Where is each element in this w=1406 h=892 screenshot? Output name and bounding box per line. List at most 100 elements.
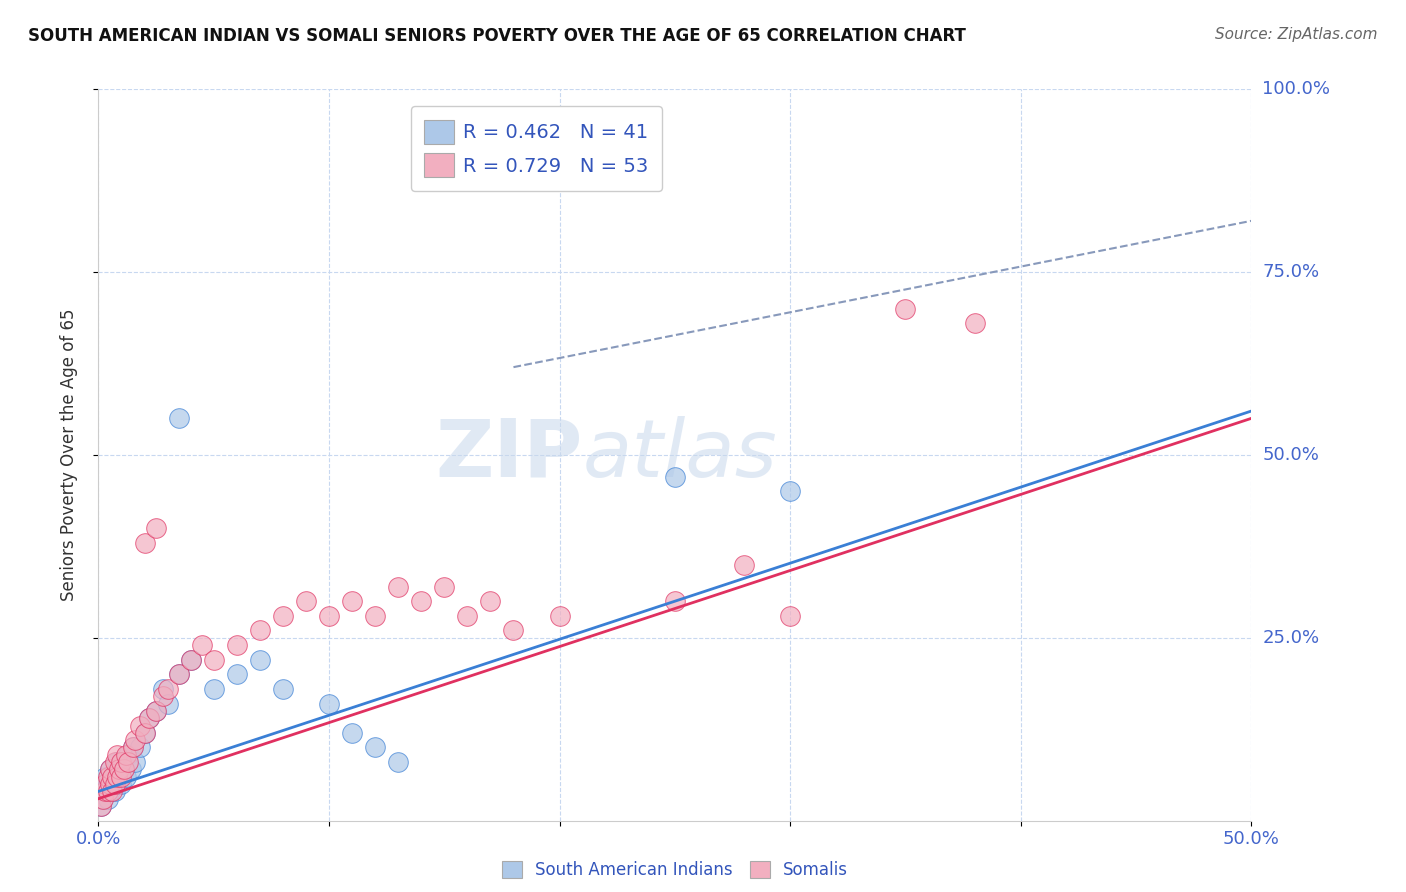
Point	[124, 755, 146, 769]
Text: atlas: atlas	[582, 416, 778, 494]
Point	[101, 770, 124, 784]
Point	[779, 608, 801, 623]
Point	[122, 740, 145, 755]
Point	[180, 653, 202, 667]
Point	[138, 711, 160, 725]
Point	[115, 747, 138, 762]
Point	[249, 624, 271, 638]
Point	[387, 580, 409, 594]
Point	[191, 638, 214, 652]
Point	[340, 594, 363, 608]
Point	[98, 763, 121, 777]
Point	[433, 580, 456, 594]
Point	[152, 681, 174, 696]
Text: 75.0%: 75.0%	[1263, 263, 1320, 281]
Point	[105, 770, 128, 784]
Point	[91, 791, 114, 805]
Point	[318, 697, 340, 711]
Text: 25.0%: 25.0%	[1263, 629, 1320, 647]
Point	[98, 784, 121, 798]
Point	[340, 726, 363, 740]
Text: 50.0%: 50.0%	[1263, 446, 1319, 464]
Point	[105, 747, 128, 762]
Point	[129, 740, 152, 755]
Point	[167, 667, 190, 681]
Y-axis label: Seniors Poverty Over the Age of 65: Seniors Poverty Over the Age of 65	[59, 309, 77, 601]
Point	[91, 791, 114, 805]
Point	[167, 667, 190, 681]
Point	[145, 704, 167, 718]
Point	[664, 470, 686, 484]
Point	[110, 777, 132, 791]
Point	[94, 770, 117, 784]
Point	[108, 770, 131, 784]
Point	[97, 777, 120, 791]
Point	[117, 755, 139, 769]
Point	[779, 484, 801, 499]
Point	[548, 608, 571, 623]
Point	[411, 594, 433, 608]
Point	[110, 770, 132, 784]
Point	[124, 733, 146, 747]
Point	[105, 755, 128, 769]
Point	[103, 784, 125, 798]
Point	[94, 784, 117, 798]
Point	[110, 755, 132, 769]
Point	[225, 638, 247, 652]
Point	[894, 301, 917, 316]
Point	[152, 690, 174, 704]
Text: SOUTH AMERICAN INDIAN VS SOMALI SENIORS POVERTY OVER THE AGE OF 65 CORRELATION C: SOUTH AMERICAN INDIAN VS SOMALI SENIORS …	[28, 27, 966, 45]
Point	[202, 653, 225, 667]
Point	[249, 653, 271, 667]
Point	[138, 711, 160, 725]
Point	[456, 608, 478, 623]
Point	[364, 608, 387, 623]
Point	[101, 777, 124, 791]
Point	[103, 770, 125, 784]
Point	[202, 681, 225, 696]
Point	[115, 770, 138, 784]
Text: Source: ZipAtlas.com: Source: ZipAtlas.com	[1215, 27, 1378, 42]
Point	[103, 755, 125, 769]
Point	[94, 784, 117, 798]
Point	[120, 763, 142, 777]
Point	[108, 763, 131, 777]
Point	[295, 594, 318, 608]
Point	[387, 755, 409, 769]
Point	[103, 777, 125, 791]
Point	[134, 726, 156, 740]
Point	[733, 558, 755, 572]
Point	[502, 624, 524, 638]
Point	[105, 777, 128, 791]
Point	[963, 316, 986, 330]
Point	[145, 521, 167, 535]
Point	[271, 608, 294, 623]
Point	[101, 784, 124, 798]
Point	[97, 770, 120, 784]
Point	[97, 784, 120, 798]
Point	[110, 755, 132, 769]
Point	[94, 777, 117, 791]
Point	[129, 718, 152, 732]
Point	[112, 763, 135, 777]
Point	[90, 799, 112, 814]
Point	[97, 791, 120, 805]
Point	[225, 667, 247, 681]
Point	[145, 704, 167, 718]
Point	[180, 653, 202, 667]
Point	[664, 594, 686, 608]
Legend: South American Indians, Somalis: South American Indians, Somalis	[495, 854, 855, 886]
Point	[479, 594, 502, 608]
Point	[117, 747, 139, 762]
Point	[90, 799, 112, 814]
Point	[98, 777, 121, 791]
Point	[318, 608, 340, 623]
Point	[122, 740, 145, 755]
Point	[156, 697, 179, 711]
Point	[167, 411, 190, 425]
Point	[156, 681, 179, 696]
Point	[134, 726, 156, 740]
Text: 100.0%: 100.0%	[1263, 80, 1330, 98]
Point	[98, 763, 121, 777]
Text: ZIP: ZIP	[436, 416, 582, 494]
